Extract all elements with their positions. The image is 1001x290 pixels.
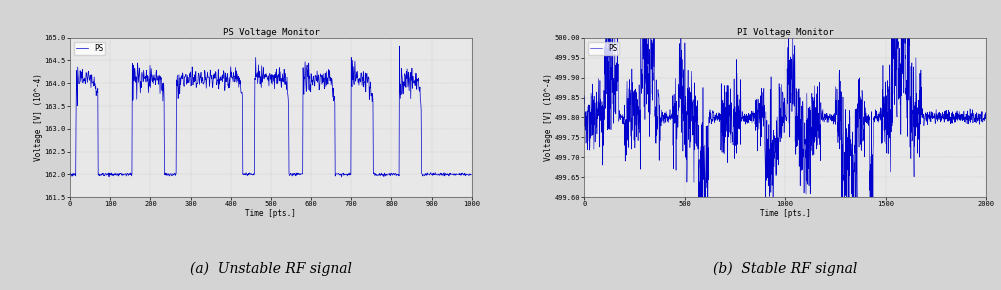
Title: PS Voltage Monitor: PS Voltage Monitor: [222, 28, 319, 37]
X-axis label: Time [pts.]: Time [pts.]: [760, 209, 811, 218]
Legend: PS: PS: [74, 41, 105, 55]
Y-axis label: Voltage [V] (10^-4): Voltage [V] (10^-4): [34, 73, 43, 162]
Text: (b)  Stable RF signal: (b) Stable RF signal: [713, 261, 857, 276]
Title: PI Voltage Monitor: PI Voltage Monitor: [737, 28, 834, 37]
Text: (a)  Unstable RF signal: (a) Unstable RF signal: [190, 261, 352, 276]
X-axis label: Time [pts.]: Time [pts.]: [245, 209, 296, 218]
Y-axis label: Voltage [V] (10^-4): Voltage [V] (10^-4): [545, 73, 554, 162]
Legend: PS: PS: [588, 41, 620, 55]
